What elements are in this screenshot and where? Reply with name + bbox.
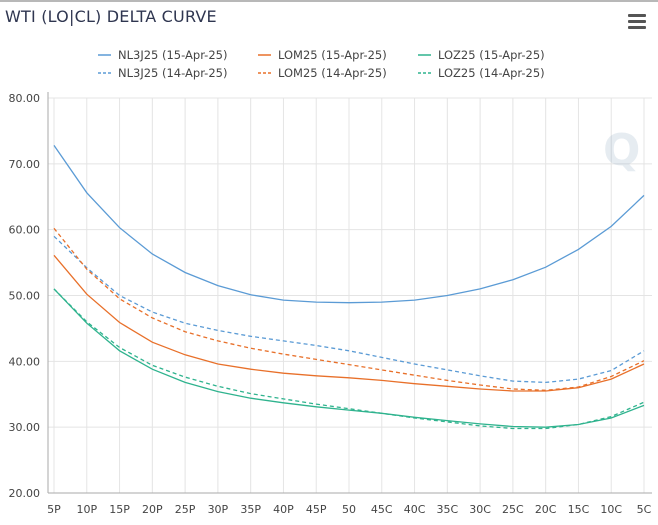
x-tick-label: 45P bbox=[306, 503, 327, 516]
legend-label: LOM25 (15-Apr-25) bbox=[278, 48, 387, 62]
y-tick-label: 20.00 bbox=[9, 487, 41, 500]
x-tick-label: 10C bbox=[600, 503, 622, 516]
series-line-nl3j25-14-apr-25- bbox=[53, 235, 645, 384]
x-tick-label: 10P bbox=[76, 503, 97, 516]
x-tick-label: 30C bbox=[469, 503, 491, 516]
x-tick-label: 15P bbox=[109, 503, 130, 516]
series-line-loz25-14-apr-25- bbox=[53, 288, 645, 430]
series-line-lom25-15-apr-25- bbox=[53, 254, 645, 392]
x-tick-label: 35C bbox=[436, 503, 458, 516]
chart-title: WTI (LO|CL) DELTA CURVE bbox=[5, 7, 217, 26]
legend-item[interactable]: NL3J25 (15-Apr-25) bbox=[98, 48, 227, 62]
legend-item[interactable]: NL3J25 (14-Apr-25) bbox=[98, 66, 227, 80]
x-tick-label: 30P bbox=[208, 503, 229, 516]
x-tick-label: 40P bbox=[273, 503, 294, 516]
top-border bbox=[0, 0, 658, 2]
legend-item[interactable]: LOM25 (15-Apr-25) bbox=[258, 48, 387, 62]
series-lines bbox=[53, 145, 645, 430]
legend-label: NL3J25 (15-Apr-25) bbox=[118, 48, 227, 62]
x-tick-label: 40C bbox=[404, 503, 426, 516]
legend-label: LOM25 (14-Apr-25) bbox=[278, 66, 387, 80]
y-tick-label: 30.00 bbox=[9, 421, 41, 434]
svg-text:Q: Q bbox=[603, 125, 640, 176]
x-tick-label: 25P bbox=[175, 503, 196, 516]
grid bbox=[48, 97, 652, 494]
legend-label: NL3J25 (14-Apr-25) bbox=[118, 66, 227, 80]
y-tick-label: 50.00 bbox=[9, 290, 41, 303]
x-tick-label: 35P bbox=[240, 503, 261, 516]
x-tick-label: 5P bbox=[47, 503, 61, 516]
legend-label: LOZ25 (15-Apr-25) bbox=[438, 48, 545, 62]
q-logo-watermark: Q bbox=[603, 125, 640, 176]
legend: NL3J25 (15-Apr-25) LOM25 (15-Apr-25) LOZ25… bbox=[98, 48, 545, 80]
x-tick-label: 20P bbox=[142, 503, 163, 516]
legend-item[interactable]: LOM25 (14-Apr-25) bbox=[258, 66, 387, 80]
axes: 5P 10P 15P 20P 25P 30P 35P 40P 45P 50 45C 40C 35C 30C… bbox=[9, 92, 652, 516]
hamburger-icon[interactable] bbox=[628, 14, 646, 30]
y-tick-label: 80.00 bbox=[9, 92, 41, 105]
x-tick-label: 20C bbox=[535, 503, 557, 516]
x-tick-label: 25C bbox=[502, 503, 524, 516]
series-line-lom25-14-apr-25- bbox=[53, 227, 645, 391]
legend-item[interactable]: LOZ25 (14-Apr-25) bbox=[418, 66, 545, 80]
y-tick-label: 40.00 bbox=[9, 355, 41, 368]
y-tick-label: 60.00 bbox=[9, 224, 41, 237]
x-tick-label: 5C bbox=[637, 503, 652, 516]
series-line-nl3j25-15-apr-25- bbox=[53, 145, 645, 304]
x-tick-label: 50 bbox=[342, 503, 356, 516]
x-tick-label: 15C bbox=[568, 503, 590, 516]
x-tick-label: 45C bbox=[371, 503, 393, 516]
legend-label: LOZ25 (14-Apr-25) bbox=[438, 66, 545, 80]
legend-item[interactable]: LOZ25 (15-Apr-25) bbox=[418, 48, 545, 62]
series-line-loz25-15-apr-25- bbox=[53, 288, 645, 428]
y-tick-label: 70.00 bbox=[9, 158, 41, 171]
